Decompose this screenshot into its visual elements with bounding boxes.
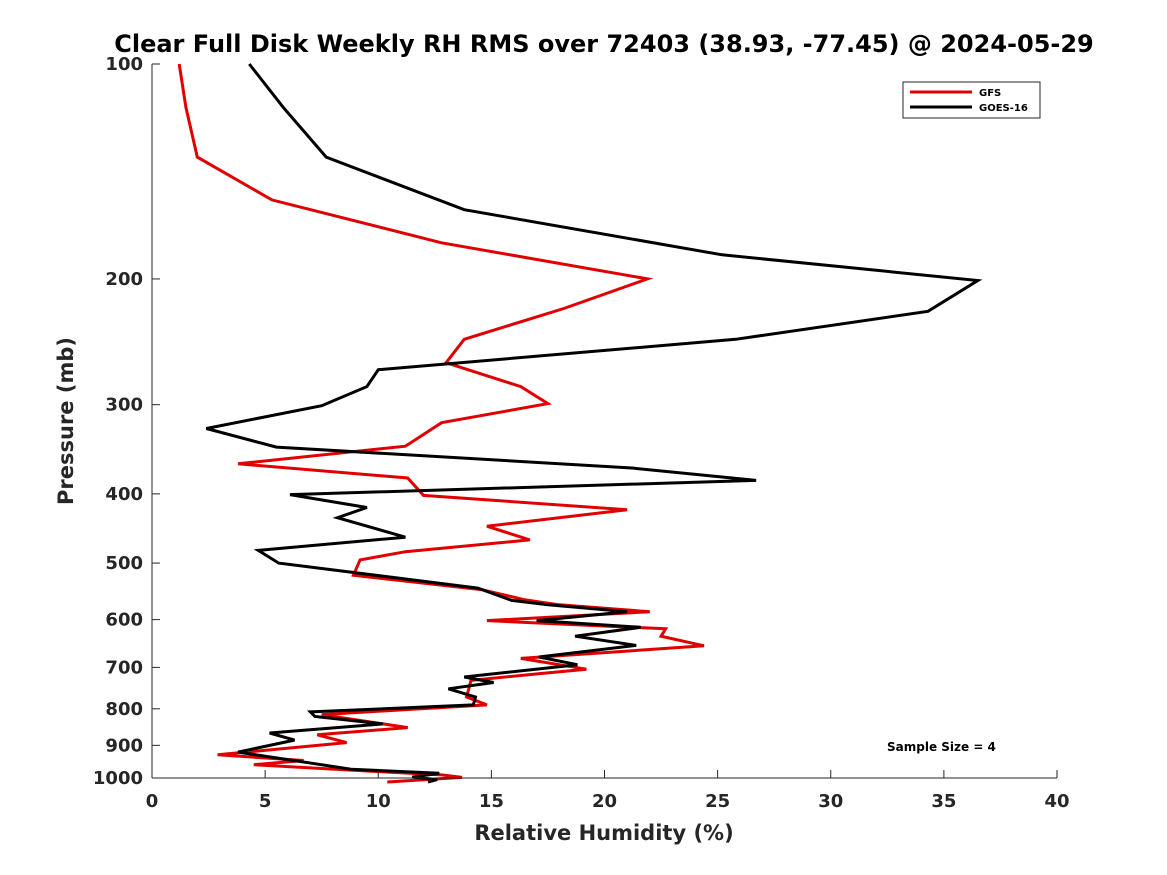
legend: GFS GOES-16 [902,81,1041,119]
x-tick-label: 5 [259,791,272,812]
plot-background [152,64,1057,778]
y-tick-label: 700 [105,657,143,678]
x-tick-label: 30 [818,791,843,812]
x-tick-label: 0 [146,791,159,812]
legend-label-goes16: GOES-16 [979,103,1028,114]
x-tick-label: 25 [705,791,730,812]
chart-title: Clear Full Disk Weekly RH RMS over 72403… [114,30,1094,58]
x-tick-label: 40 [1044,791,1069,812]
y-tick-label: 500 [105,553,143,574]
y-axis-ticks: 100 200 300 400 500 600 700 800 900 1000 [93,54,160,789]
y-tick-label: 800 [105,699,143,720]
y-tick-label: 900 [105,735,143,756]
legend-label-gfs: GFS [979,88,1001,99]
y-tick-label: 600 [105,610,143,631]
x-axis-ticks: 0 5 10 15 20 25 30 35 40 [146,770,1070,812]
series-layer [177,63,983,784]
x-tick-label: 10 [366,791,391,812]
y-tick-label: 200 [105,269,143,290]
y-tick-label: 100 [105,54,143,75]
x-tick-label: 15 [479,791,504,812]
y-tick-label: 1000 [93,768,143,789]
y-tick-label: 400 [105,484,143,505]
legend-box [902,81,1041,119]
y-tick-label: 300 [105,395,143,416]
x-tick-label: 20 [592,791,617,812]
x-axis-label: Relative Humidity (%) [474,821,733,845]
x-tick-label: 35 [931,791,956,812]
y-axis-label: Pressure (mb) [54,337,78,505]
plot-area: 0 5 10 15 20 25 30 35 40 100 200 300 400 500 600 700 80… [93,54,1070,812]
series-line-gfs [177,63,705,784]
sample-size-annotation: Sample Size = 4 [887,740,996,754]
series-line-goes16 [205,63,983,784]
